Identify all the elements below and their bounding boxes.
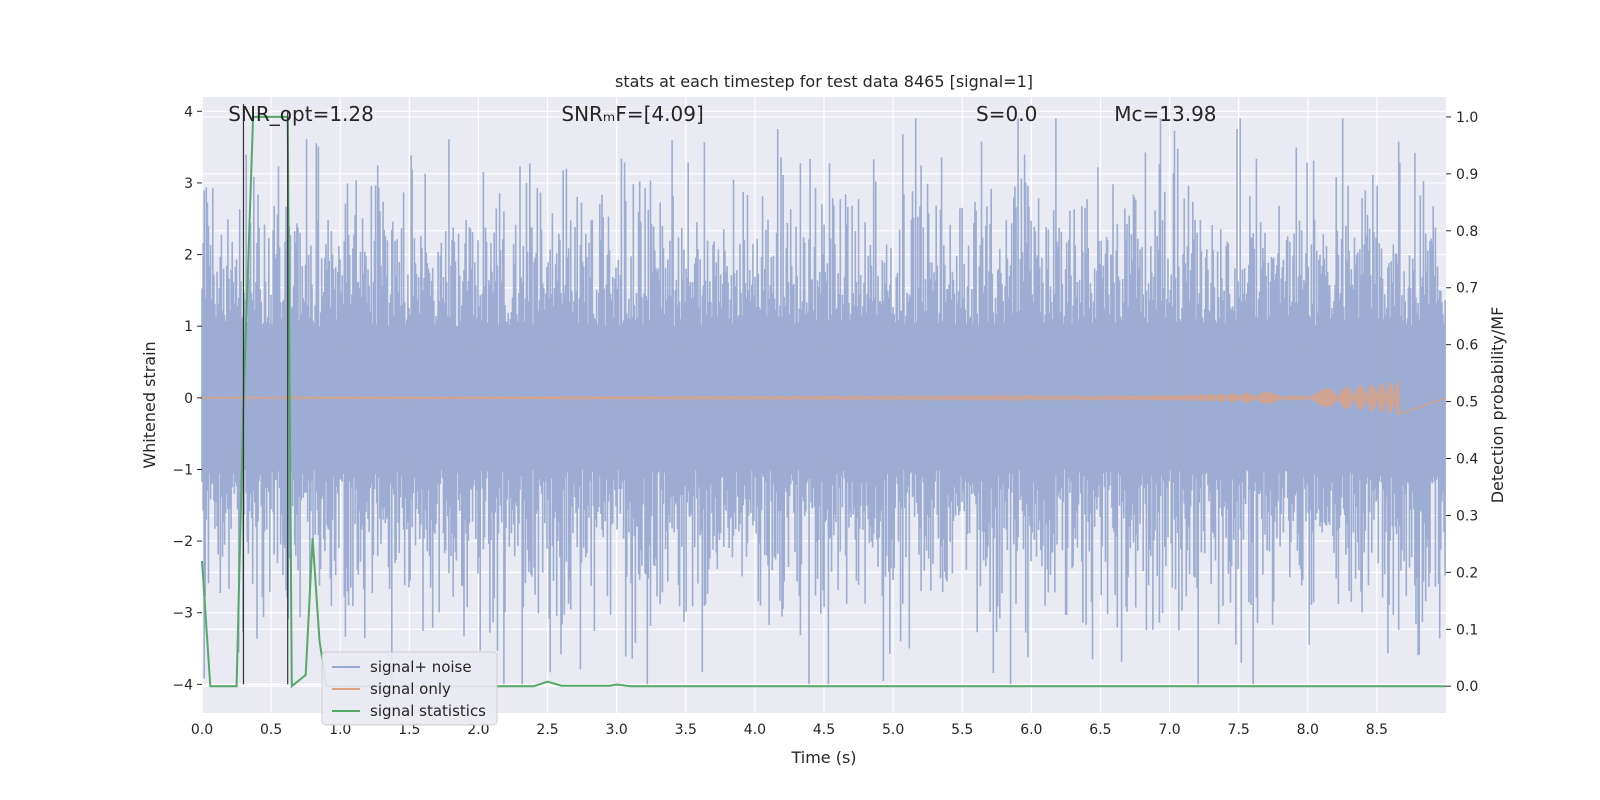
annotation-snr-opt: SNR_opt=1.28: [228, 102, 374, 126]
y-right-tick-label: 0.8: [1456, 224, 1478, 240]
series-signal-statistics-line: [201, 115, 1446, 689]
annotation-s-value: S=0.0: [976, 102, 1037, 126]
y-right-tick-label: 0.4: [1456, 452, 1478, 468]
legend-entry: signal+ noise: [370, 658, 472, 676]
y-right-tick-label: 1.0: [1456, 110, 1478, 126]
x-tick-label: 4.5: [813, 722, 835, 738]
x-tick-label: 2.5: [536, 722, 558, 738]
y-right-tick-label: 0.3: [1456, 508, 1478, 524]
y-right-axis-ticks: 0.0 0.1 0.2 0.3 0.4 0.5 0.6 0.7 0.8 0.9 1.0: [1446, 110, 1478, 695]
y-right-tick-label: 0.6: [1456, 338, 1478, 354]
x-tick-label: 7.0: [1158, 722, 1180, 738]
y-right-tick-label: 0.5: [1456, 395, 1478, 411]
series-signal-noise: [201, 118, 1446, 685]
x-tick-label: 8.0: [1297, 722, 1319, 738]
x-tick-label: 1.5: [398, 722, 420, 738]
y-left-axis-ticks: −4 −3 −2 −1 0 1 2 3 4: [172, 104, 202, 693]
legend-entry: signal statistics: [370, 702, 486, 720]
series-signal-noise-line: [201, 118, 1446, 685]
y-right-axis-label: Detection probability/MF: [1488, 307, 1507, 504]
x-tick-label: 1.0: [329, 722, 351, 738]
x-axis-label: Time (s): [790, 748, 856, 767]
x-tick-label: 4.0: [744, 722, 766, 738]
x-tick-label: 3.0: [606, 722, 628, 738]
vertical-markers: [242, 104, 289, 685]
annotations: SNR_opt=1.28 SNRₘF=[4.09] S=0.0 Mᴄ=13.98: [228, 102, 1216, 126]
x-tick-label: 8.5: [1366, 722, 1388, 738]
legend-box: [321, 651, 498, 726]
y-right-tick-label: 0.7: [1456, 281, 1478, 297]
chart-title: stats at each timestep for test data 846…: [615, 72, 1033, 91]
y-left-tick-label: −2: [172, 534, 193, 550]
x-tick-label: 2.0: [467, 722, 489, 738]
y-right-tick-label: 0.2: [1456, 565, 1478, 581]
y-left-tick-label: 2: [184, 248, 193, 264]
y-left-tick-label: 1: [184, 319, 193, 335]
x-tick-label: 6.5: [1089, 722, 1111, 738]
y-right-tick-label: 0.0: [1456, 679, 1478, 695]
x-tick-label: 5.5: [951, 722, 973, 738]
x-tick-label: 3.5: [675, 722, 697, 738]
x-axis-ticks: 0.0 0.5 1.0 1.5 2.0 2.5 3.0 3.5 4.0 4.5 5.0 5.5 6.0 6…: [191, 722, 1388, 738]
x-tick-label: 5.0: [882, 722, 904, 738]
legend: signal+ noise signal only signal statistic…: [321, 651, 498, 726]
y-left-tick-label: −3: [172, 606, 193, 622]
y-left-tick-label: 4: [184, 104, 193, 120]
y-left-tick-label: −4: [172, 677, 193, 693]
y-right-tick-label: 0.1: [1456, 622, 1478, 638]
series-signal-statistics: [201, 115, 1446, 689]
series-signal-only: [201, 381, 1447, 416]
x-tick-label: 6.0: [1020, 722, 1042, 738]
y-left-axis-label: Whitened strain: [140, 341, 159, 468]
y-left-tick-label: 0: [184, 391, 193, 407]
annotation-mc-value: Mᴄ=13.98: [1114, 102, 1216, 126]
x-tick-label: 0.5: [260, 722, 282, 738]
y-left-tick-label: −1: [172, 462, 193, 478]
legend-entry: signal only: [370, 680, 451, 698]
y-right-tick-label: 0.9: [1456, 167, 1478, 183]
series-signal-only-line: [201, 381, 1447, 416]
y-left-tick-label: 3: [184, 176, 193, 192]
x-tick-label: 0.0: [191, 722, 213, 738]
x-tick-label: 7.5: [1228, 722, 1250, 738]
annotation-snr-mf: SNRₘF=[4.09]: [561, 102, 703, 126]
